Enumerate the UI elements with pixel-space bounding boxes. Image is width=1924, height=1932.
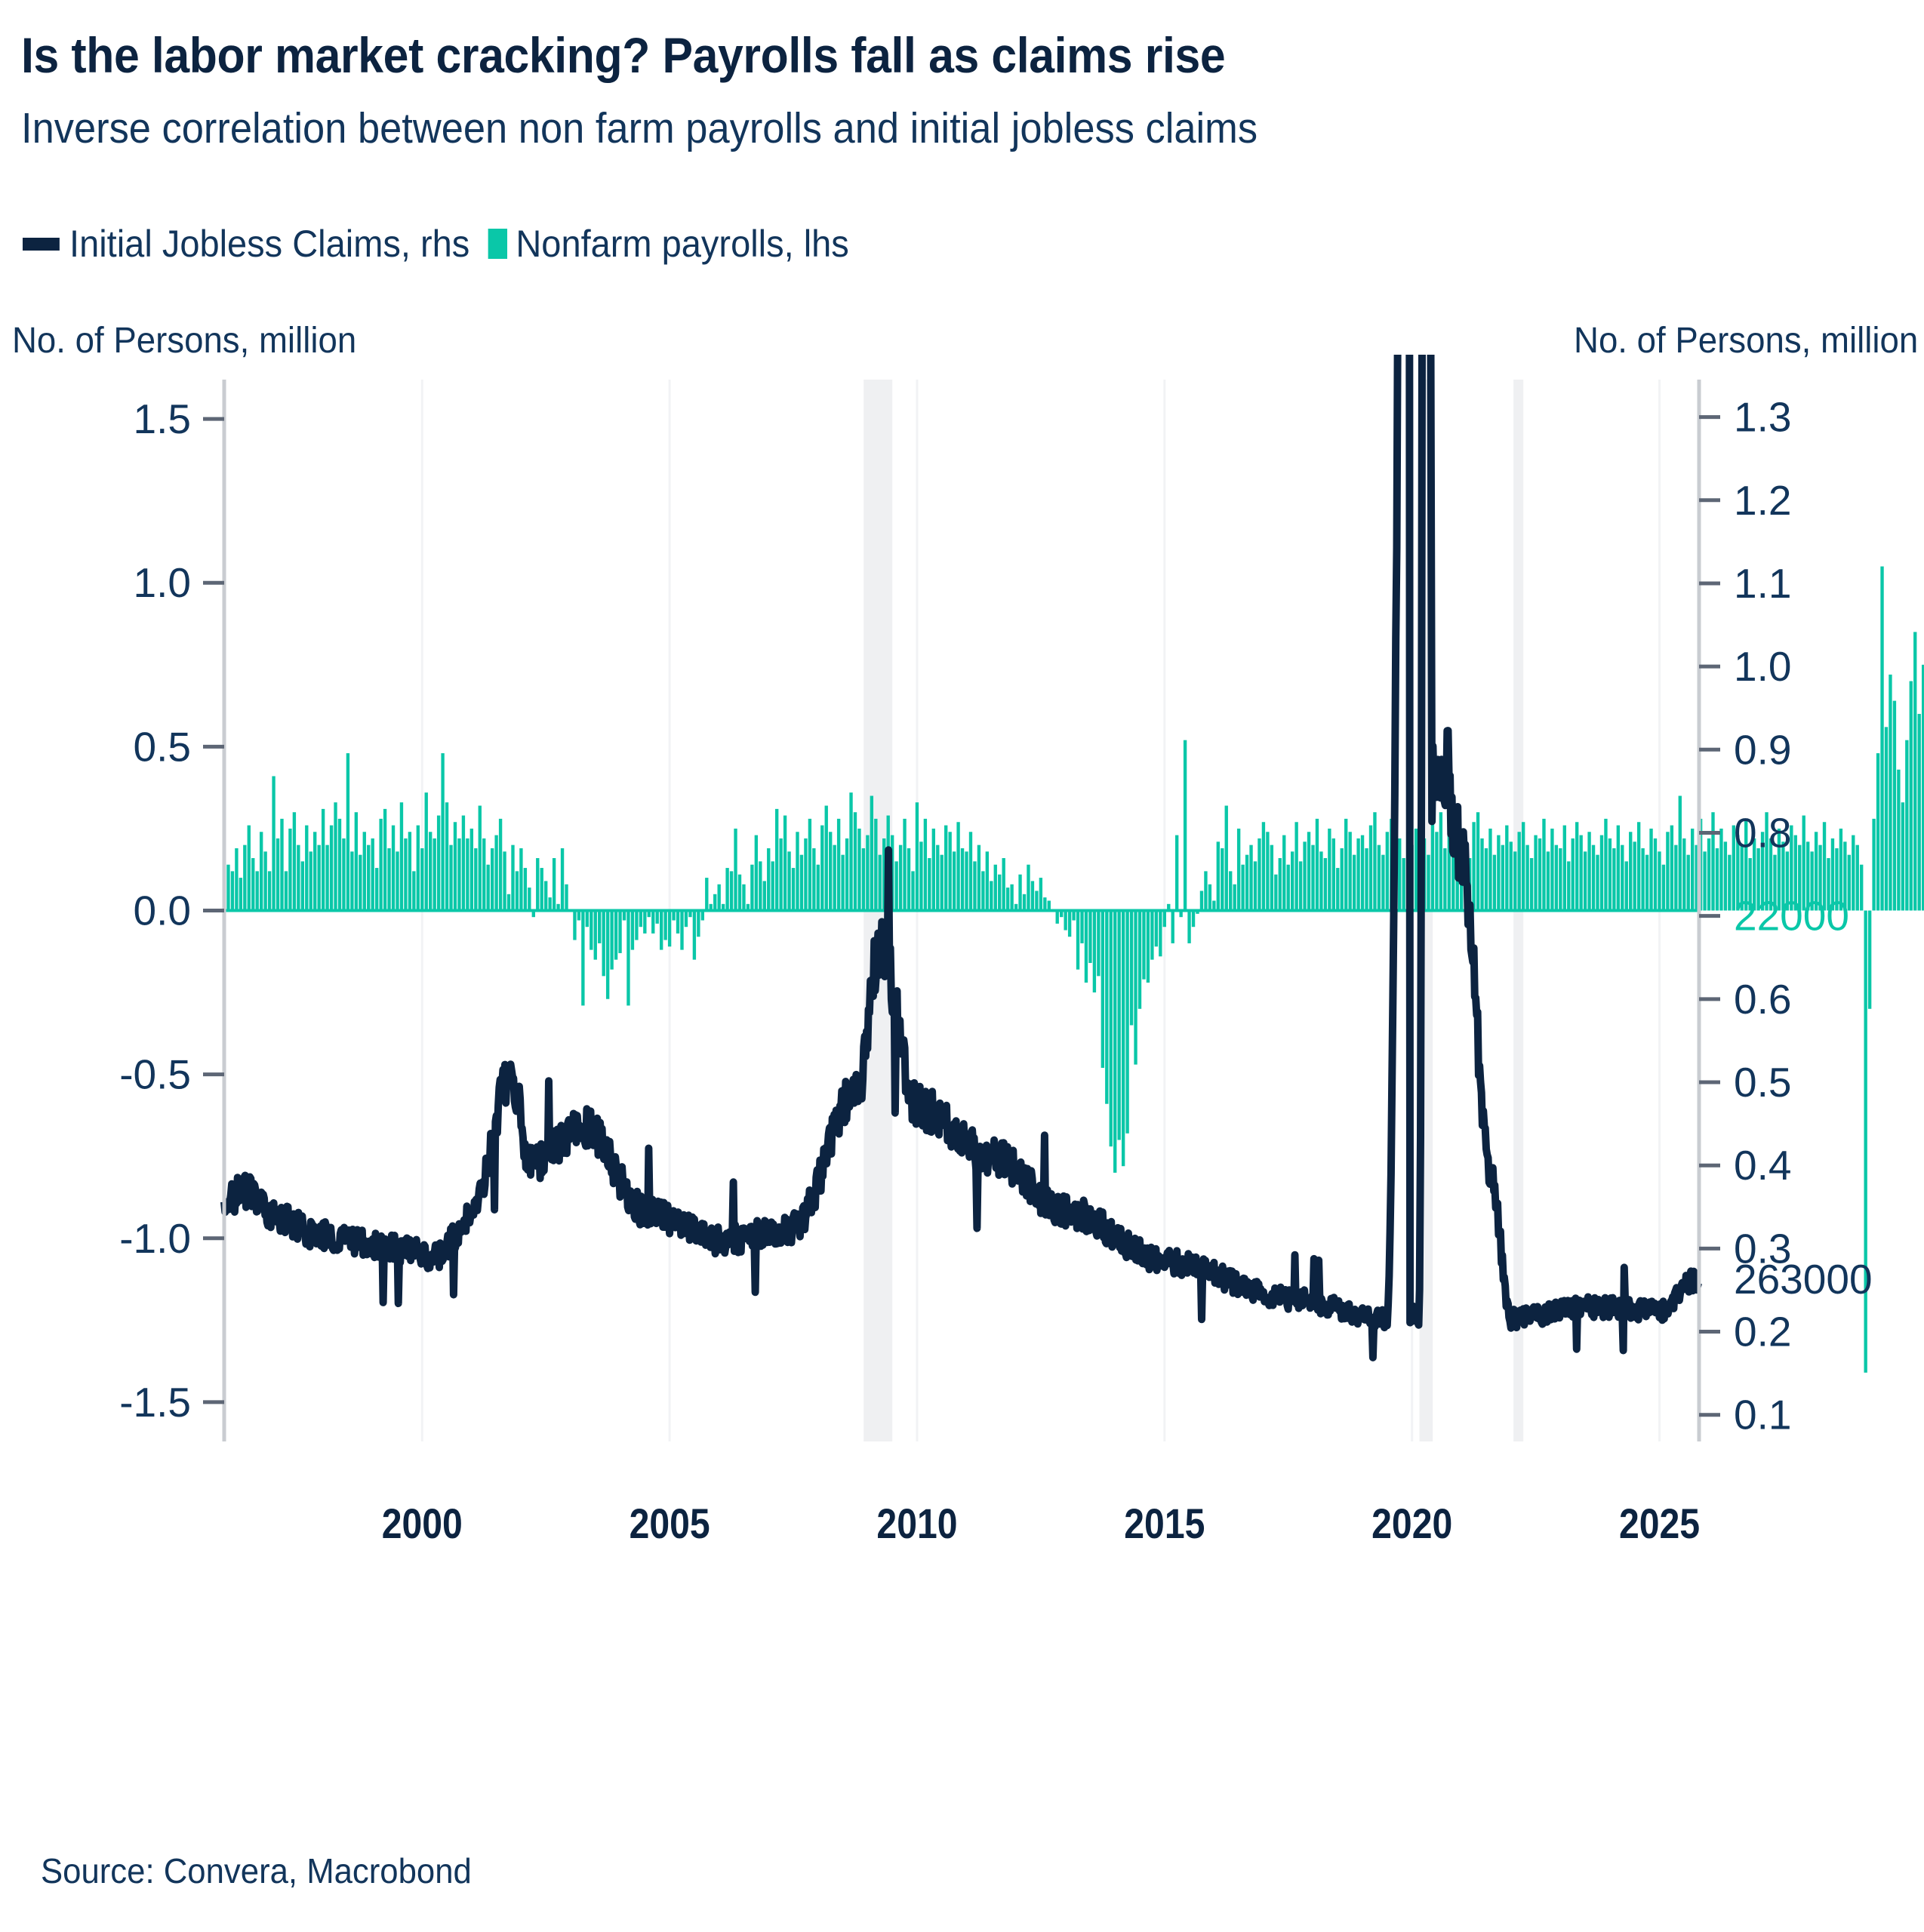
svg-text:1.0: 1.0 [1734, 643, 1791, 690]
svg-text:1.2: 1.2 [1734, 477, 1791, 524]
legend-label-claims: Initial Jobless Claims, rhs [69, 223, 470, 265]
claims-line [220, 355, 1702, 1361]
svg-text:0.0: 0.0 [134, 888, 191, 934]
svg-text:0.6: 0.6 [1734, 976, 1791, 1023]
legend-item-claims[interactable]: Initial Jobless Claims, rhs [23, 225, 469, 263]
chart-canvas: -1.5 -1.0 -0.5 0.0 0.5 1.0 1.5 0.1 0.2 0.3 0.4 0.5… [119, 355, 1924, 1548]
svg-text:0.5: 0.5 [134, 723, 191, 770]
right-axis-title: No. of Persons, million [1573, 321, 1918, 361]
left-axis-title: No. of Persons, million [12, 321, 357, 361]
svg-text:2015: 2015 [1124, 1501, 1205, 1548]
svg-text:1.3: 1.3 [1734, 394, 1791, 441]
source-note: Source: Convera, Macrobond [41, 1851, 472, 1890]
svg-text:0.1: 0.1 [1734, 1392, 1791, 1438]
legend-label-payrolls: Nonfarm payrolls, lhs [516, 223, 849, 265]
svg-text:2010: 2010 [876, 1501, 957, 1548]
value-annotations: 263000 [1734, 1256, 1873, 1303]
svg-text:22000: 22000 [1734, 893, 1849, 940]
x-axis-ticks: 2000 2005 2010 2015 2020 2025 [382, 1501, 1700, 1548]
svg-text:1.0: 1.0 [134, 559, 191, 606]
svg-text:2025: 2025 [1619, 1501, 1700, 1548]
svg-text:-1.5: -1.5 [119, 1379, 191, 1426]
svg-text:0.5: 0.5 [1734, 1059, 1791, 1106]
svg-text:1.1: 1.1 [1734, 560, 1791, 607]
page-subtitle: Inverse correlation between non farm pay… [21, 104, 1258, 152]
svg-text:0.9: 0.9 [1734, 726, 1791, 773]
svg-text:0.2: 0.2 [1734, 1309, 1791, 1355]
svg-text:-0.5: -0.5 [119, 1051, 191, 1098]
header-block: Is the labor market cracking? Payrolls f… [21, 0, 1893, 150]
legend-item-payrolls[interactable]: Nonfarm payrolls, lhs [488, 225, 849, 263]
svg-text:-1.0: -1.0 [119, 1215, 191, 1262]
svg-text:1.5: 1.5 [134, 395, 191, 442]
page-title: Is the labor market cracking? Payrolls f… [21, 27, 1226, 83]
svg-text:2005: 2005 [630, 1501, 710, 1548]
svg-text:0.4: 0.4 [1734, 1142, 1791, 1189]
right-axis-ticks: 0.1 0.2 0.3 0.4 0.5 0.6 22000 0.8 0.9 1.0 1.1 1.2 1.… [1699, 394, 1849, 1438]
svg-text:0.3: 0.3 [1734, 1225, 1791, 1272]
svg-text:2000: 2000 [382, 1501, 463, 1548]
svg-text:0.8: 0.8 [1734, 809, 1791, 856]
square-swatch-icon [488, 229, 508, 259]
svg-text:263000: 263000 [1734, 1256, 1873, 1303]
chart-legend: Initial Jobless Claims, rhs Nonfarm payr… [23, 225, 849, 263]
left-axis-ticks: -1.5 -1.0 -0.5 0.0 0.5 1.0 1.5 [119, 395, 224, 1426]
line-swatch-icon [23, 237, 60, 251]
payroll-bars [222, 566, 1924, 1373]
svg-text:2020: 2020 [1371, 1501, 1452, 1548]
